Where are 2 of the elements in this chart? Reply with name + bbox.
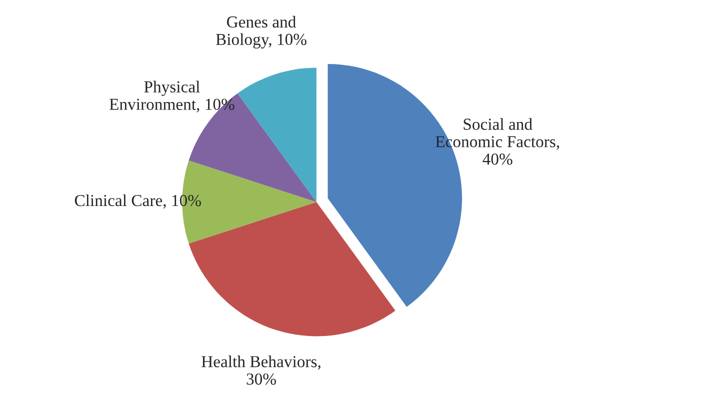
slice-label: Genes and Biology, 10% [216, 16, 306, 48]
slice-label: Health Behaviors, 30% [202, 356, 320, 385]
